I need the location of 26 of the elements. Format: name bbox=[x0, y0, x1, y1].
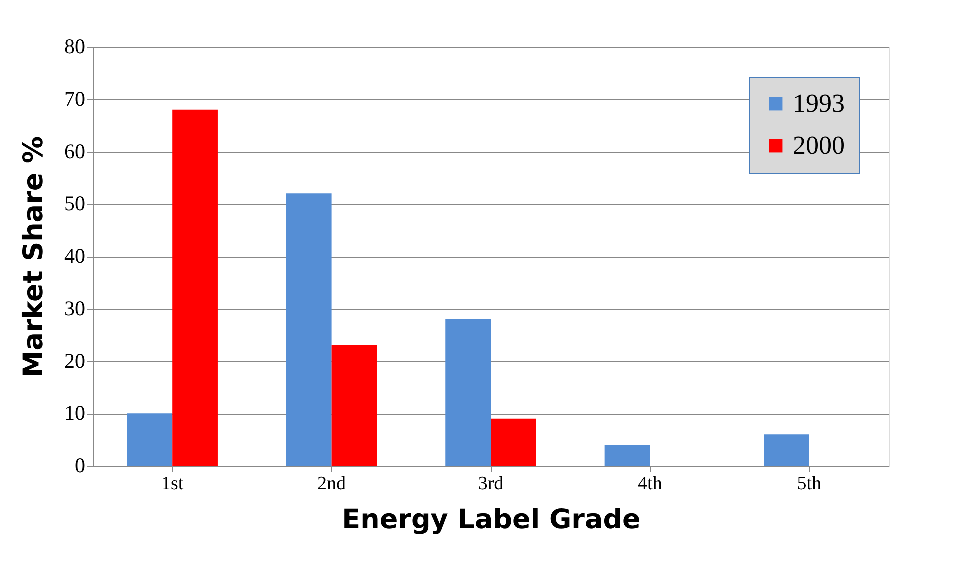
y-tick-label: 40 bbox=[64, 244, 86, 268]
legend-label: 2000 bbox=[793, 131, 845, 160]
y-tick-label: 80 bbox=[64, 34, 86, 58]
bar bbox=[172, 110, 218, 466]
bar bbox=[604, 445, 650, 466]
y-tick-label: 10 bbox=[64, 401, 86, 426]
x-tick-label: 2nd bbox=[318, 474, 347, 494]
bar bbox=[491, 418, 536, 466]
bar bbox=[127, 414, 173, 466]
y-tick-label: 30 bbox=[64, 296, 86, 320]
bar bbox=[332, 346, 378, 466]
bar bbox=[764, 434, 810, 466]
y-axis-title: Market Share % bbox=[18, 136, 50, 378]
x-axis-title: Energy Label Grade bbox=[342, 504, 641, 536]
x-tick-label: 4th bbox=[638, 474, 663, 494]
y-tick-label: 50 bbox=[64, 192, 86, 216]
x-tick-label: 1st bbox=[162, 474, 184, 494]
bar bbox=[446, 319, 491, 466]
bar bbox=[286, 194, 332, 466]
legend-label: 1993 bbox=[793, 89, 845, 118]
y-tick-label: 20 bbox=[64, 348, 86, 373]
x-tick-label: 3rd bbox=[478, 474, 504, 494]
y-tick-label: 60 bbox=[64, 139, 86, 164]
x-tick-label: 5th bbox=[797, 474, 822, 494]
y-tick-label: 0 bbox=[75, 454, 86, 478]
y-tick-label: 70 bbox=[64, 86, 86, 111]
